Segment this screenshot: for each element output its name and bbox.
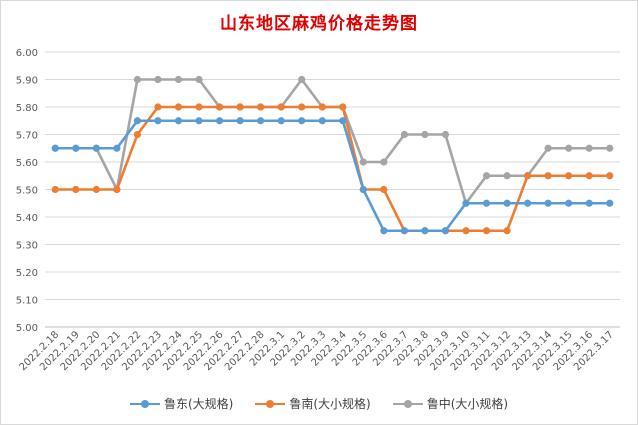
data-point	[92, 144, 100, 152]
data-point	[482, 227, 491, 235]
data-point	[523, 172, 532, 180]
data-point	[298, 103, 306, 111]
data-point	[318, 103, 326, 111]
data-point	[462, 227, 470, 235]
legend: 鲁东(大规格) 鲁南(大小规格) 鲁中(大小规格)	[0, 395, 638, 412]
y-tick-label: 5.70	[16, 131, 38, 142]
data-point	[441, 227, 450, 235]
data-point	[215, 117, 224, 125]
legend-item: 鲁南(大小规格)	[255, 395, 371, 412]
data-point	[298, 117, 306, 125]
series-line	[55, 78, 610, 205]
data-point	[565, 144, 573, 152]
data-point	[380, 185, 388, 194]
data-point	[113, 185, 121, 194]
data-point	[51, 144, 59, 152]
data-point	[565, 172, 573, 180]
data-point	[585, 172, 593, 180]
data-point	[359, 158, 367, 166]
data-point	[544, 144, 552, 152]
y-tick-label: 5.10	[16, 296, 38, 307]
legend-item: 鲁中(大小规格)	[392, 395, 509, 412]
legend-swatch	[129, 399, 160, 409]
data-point	[606, 144, 614, 152]
data-point	[503, 227, 511, 235]
data-point	[380, 227, 388, 235]
data-point	[154, 103, 162, 111]
data-point	[482, 172, 491, 180]
data-point	[421, 130, 429, 139]
data-point	[339, 103, 347, 111]
data-point	[503, 199, 511, 207]
legend-label: 鲁东(大规格)	[163, 397, 234, 411]
data-point	[174, 117, 183, 125]
y-tick-label: 5.60	[16, 158, 38, 169]
series-line	[55, 105, 610, 233]
series-line	[55, 119, 610, 233]
data-point	[195, 75, 203, 84]
y-tick-label: 5.30	[16, 241, 38, 252]
data-point	[277, 117, 285, 125]
y-tick-label: 5.20	[16, 268, 38, 279]
data-point	[359, 185, 367, 194]
legend-label: 鲁中(大小规格)	[426, 397, 509, 411]
legend-label: 鲁南(大小规格)	[289, 397, 371, 411]
data-point	[72, 185, 80, 194]
data-point	[236, 103, 244, 111]
data-point	[565, 199, 573, 207]
y-tick-label: 5.90	[16, 76, 38, 87]
y-tick-label: 6.00	[16, 48, 38, 59]
data-point	[133, 75, 142, 84]
data-point	[72, 144, 80, 152]
data-point	[215, 103, 224, 111]
data-point	[585, 199, 593, 207]
data-point	[544, 172, 552, 180]
data-point	[318, 117, 326, 125]
data-point	[441, 130, 450, 139]
data-point	[113, 144, 121, 152]
data-point	[339, 117, 347, 125]
legend-item: 鲁东(大规格)	[129, 395, 234, 412]
data-point	[257, 117, 265, 125]
data-point	[606, 172, 614, 180]
data-point	[236, 117, 244, 125]
data-point	[195, 117, 203, 125]
data-point	[133, 117, 142, 125]
data-point	[380, 158, 388, 166]
data-point	[154, 75, 162, 84]
data-point	[174, 103, 183, 111]
y-tick-label: 5.80	[16, 103, 38, 114]
legend-swatch	[255, 399, 286, 409]
y-tick-label: 5.40	[16, 213, 38, 224]
data-point	[195, 103, 203, 111]
data-point	[503, 172, 511, 180]
data-point	[482, 199, 491, 207]
data-point	[257, 103, 265, 111]
data-point	[421, 227, 429, 235]
y-tick-label: 5.00	[16, 323, 38, 334]
data-point	[400, 130, 408, 139]
data-point	[585, 144, 593, 152]
data-point	[606, 199, 614, 207]
data-point	[174, 75, 183, 84]
data-point	[298, 75, 306, 84]
data-point	[133, 130, 142, 139]
legend-swatch	[392, 399, 423, 409]
data-point	[462, 199, 470, 207]
data-point	[154, 117, 162, 125]
y-tick-label: 5.50	[16, 186, 38, 197]
data-point	[523, 199, 532, 207]
data-point	[400, 227, 408, 235]
data-point	[277, 103, 285, 111]
data-point	[92, 185, 100, 194]
data-point	[544, 199, 552, 207]
data-point	[51, 185, 59, 194]
chart-title: 山东地区麻鸡价格走势图	[220, 14, 418, 34]
